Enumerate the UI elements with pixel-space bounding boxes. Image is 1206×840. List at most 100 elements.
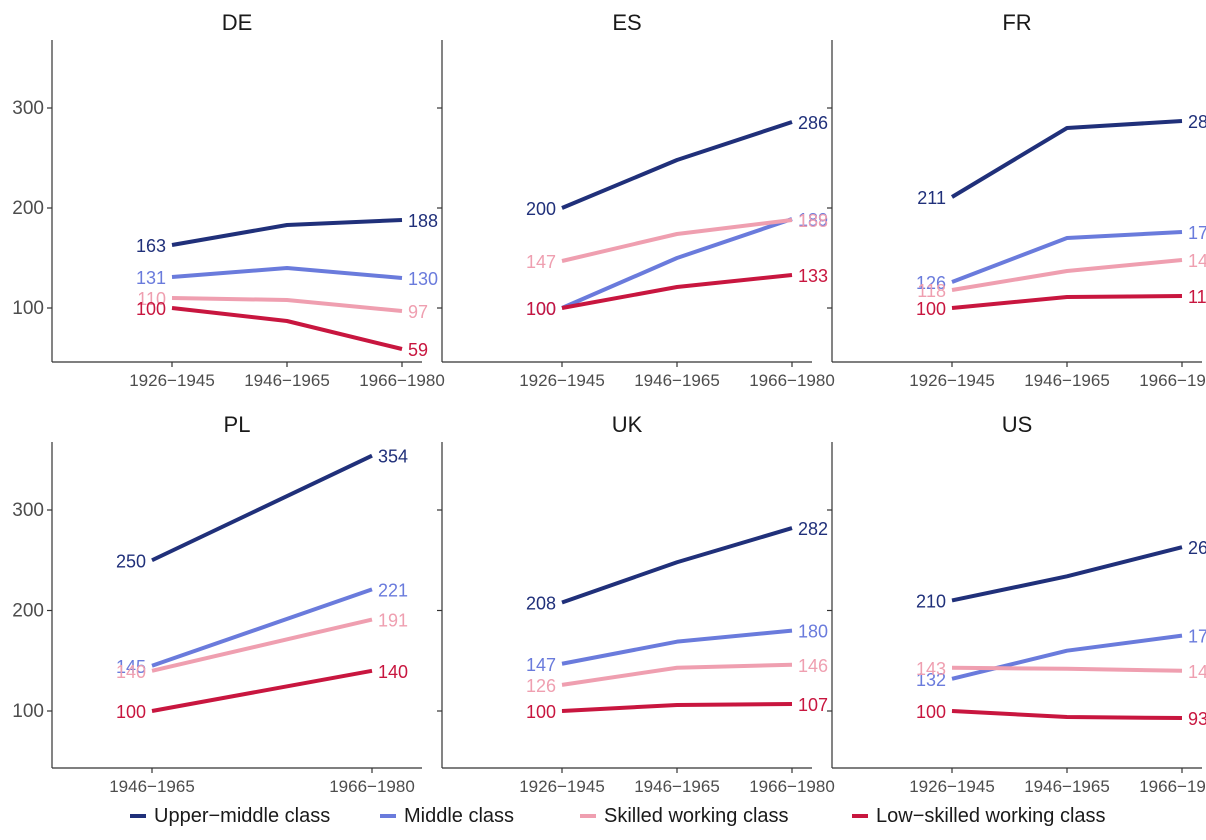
x-tick-label-es-0: 1926−1945 xyxy=(519,371,605,390)
data-label-end-uk-upper-middle-class: 282 xyxy=(798,519,828,539)
data-label-start-us-middle-class: 132 xyxy=(916,670,946,690)
x-tick-label-pl-1: 1966−1980 xyxy=(329,777,415,796)
panel-title-de: DE xyxy=(222,10,253,35)
series-line-pl-middle-class xyxy=(151,587,373,668)
y-tick-label-pl-300: 300 xyxy=(12,500,44,521)
data-label-end-us-low-skilled-working-class: 93 xyxy=(1188,709,1206,729)
data-label-end-us-middle-class: 175 xyxy=(1188,627,1206,647)
series-line-us-skilled-working-class xyxy=(951,665,1183,673)
panel-pl: PL 100 200 300 1946−1965 1966−1980 250 354 145 22… xyxy=(12,412,422,796)
x-tick-label-fr-0: 1926−1945 xyxy=(909,371,995,390)
legend: Upper−middle class Middle class Skilled wo… xyxy=(130,805,1106,827)
data-label-end-de-skilled-working-class: 97 xyxy=(408,302,428,322)
data-label-end-es-middle-class: 189 xyxy=(798,210,828,230)
data-label-end-pl-low-skilled-working-class: 140 xyxy=(378,662,408,682)
y-tick-label-de-100: 100 xyxy=(12,298,44,319)
x-tick-label-us-1: 1946−1965 xyxy=(1024,777,1110,796)
series-line-pl-skilled-working-class xyxy=(151,617,373,673)
series-line-us-upper-middle-class xyxy=(951,545,1183,603)
series-line-fr-middle-class xyxy=(951,230,1183,284)
series-line-uk-upper-middle-class xyxy=(561,526,793,605)
data-label-end-uk-middle-class: 180 xyxy=(798,622,828,642)
series-line-de-middle-class xyxy=(171,266,403,280)
legend-label-middle-class: Middle class xyxy=(404,805,514,827)
x-tick-label-de-0: 1926−1945 xyxy=(129,371,215,390)
x-tick-label-us-2: 1966−1980 xyxy=(1139,777,1206,796)
data-label-start-es-low-skilled-working-class: 100 xyxy=(526,299,556,319)
series-line-pl-low-skilled-working-class xyxy=(151,668,373,713)
data-label-end-uk-skilled-working-class: 146 xyxy=(798,656,828,676)
data-label-end-es-skilled-working-class: 188 xyxy=(798,211,828,231)
y-tick-label-de-200: 200 xyxy=(12,198,44,219)
panel-de: DE 100 200 300 1926−1945 1946−1965 1966−1980 16… xyxy=(12,10,444,390)
series-line-es-upper-middle-class xyxy=(561,120,793,210)
series-line-uk-skilled-working-class xyxy=(561,662,793,687)
series-line-fr-low-skilled-working-class xyxy=(951,294,1183,310)
data-label-start-uk-skilled-working-class: 126 xyxy=(526,676,556,696)
x-tick-label-uk-2: 1966−1980 xyxy=(749,777,835,796)
y-tick-label-pl-200: 200 xyxy=(12,601,44,622)
data-label-end-de-middle-class: 130 xyxy=(408,269,438,289)
data-label-start-es-skilled-working-class: 147 xyxy=(526,252,556,272)
panel-title-es: ES xyxy=(612,10,641,35)
data-label-start-de-low-skilled-working-class: 100 xyxy=(136,299,166,319)
y-tick-label-de-300: 300 xyxy=(12,98,44,119)
data-label-end-de-low-skilled-working-class: 59 xyxy=(408,340,428,360)
data-label-end-fr-upper-middle-class: 287 xyxy=(1188,112,1206,132)
data-label-start-es-upper-middle-class: 200 xyxy=(526,199,556,219)
x-tick-label-es-1: 1946−1965 xyxy=(634,371,720,390)
x-tick-label-uk-1: 1946−1965 xyxy=(634,777,720,796)
panel-title-uk: UK xyxy=(612,412,643,437)
data-label-start-pl-middle-class: 145 xyxy=(116,657,146,677)
series-line-de-low-skilled-working-class xyxy=(171,306,403,351)
data-label-start-uk-middle-class: 147 xyxy=(526,655,556,675)
series-line-fr-upper-middle-class xyxy=(950,119,1183,199)
panel-title-us: US xyxy=(1002,412,1033,437)
x-tick-label-us-0: 1926−1945 xyxy=(909,777,995,796)
data-label-end-es-upper-middle-class: 286 xyxy=(798,113,828,133)
panel-es: ES 1926−1945 1946−1965 1966−1980 200 286 100 18… xyxy=(437,10,835,390)
x-tick-label-fr-1: 1946−1965 xyxy=(1024,371,1110,390)
legend-label-skilled-working-class: Skilled working class xyxy=(604,805,789,827)
data-label-end-es-low-skilled-working-class: 133 xyxy=(798,266,828,286)
series-line-us-middle-class xyxy=(951,633,1183,681)
data-label-start-uk-low-skilled-working-class: 100 xyxy=(526,702,556,722)
series-line-de-skilled-working-class xyxy=(171,296,403,313)
x-tick-label-pl-0: 1946−1965 xyxy=(109,777,195,796)
x-tick-label-fr-2: 1966−1980 xyxy=(1139,371,1206,390)
panel-title-pl: PL xyxy=(224,412,251,437)
data-label-end-uk-low-skilled-working-class: 107 xyxy=(798,695,828,715)
data-label-end-de-upper-middle-class: 188 xyxy=(408,211,438,231)
data-label-end-fr-skilled-working-class: 148 xyxy=(1188,251,1206,271)
data-label-start-de-upper-middle-class: 163 xyxy=(136,236,166,256)
data-label-start-de-skilled-working-class: 110 xyxy=(137,289,166,309)
data-label-end-us-upper-middle-class: 263 xyxy=(1188,538,1206,558)
data-label-end-us-skilled-working-class: 140 xyxy=(1188,662,1206,682)
series-line-uk-middle-class xyxy=(561,628,793,666)
panel-title-fr: FR xyxy=(1002,10,1031,35)
x-tick-label-de-1: 1946−1965 xyxy=(244,371,330,390)
panel-us: US 1926−1945 1946−1965 1966−1980 210 263 132 17… xyxy=(827,412,1206,796)
data-label-start-us-skilled-working-class: 143 xyxy=(916,659,946,679)
data-label-start-us-upper-middle-class: 210 xyxy=(916,591,946,611)
series-line-es-skilled-working-class xyxy=(561,218,793,263)
data-label-start-de-middle-class: 131 xyxy=(136,268,166,288)
series-line-es-low-skilled-working-class xyxy=(561,273,793,310)
series-line-es-middle-class xyxy=(561,217,793,310)
data-label-start-es-middle-class: 100 xyxy=(526,299,556,319)
data-label-end-pl-upper-middle-class: 354 xyxy=(378,447,408,467)
x-tick-label-es-2: 1966−1980 xyxy=(749,371,835,390)
y-tick-label-pl-100: 100 xyxy=(12,701,44,722)
series-line-us-low-skilled-working-class xyxy=(951,709,1183,721)
series-line-pl-upper-middle-class xyxy=(151,453,373,563)
data-label-start-uk-upper-middle-class: 208 xyxy=(526,593,556,613)
data-label-start-fr-middle-class: 126 xyxy=(916,273,946,293)
data-label-end-pl-middle-class: 221 xyxy=(378,580,408,600)
data-label-start-fr-low-skilled-working-class: 100 xyxy=(916,299,946,319)
data-label-start-pl-skilled-working-class: 140 xyxy=(116,662,146,682)
legend-label-low-skilled-working-class: Low−skilled working class xyxy=(876,805,1106,827)
data-label-start-fr-skilled-working-class: 118 xyxy=(917,281,946,301)
series-line-de-upper-middle-class xyxy=(171,218,403,247)
